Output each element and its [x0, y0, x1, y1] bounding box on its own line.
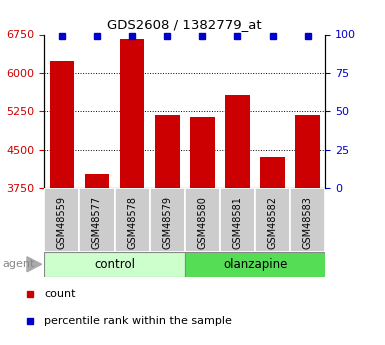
Bar: [185, 188, 220, 252]
Text: GSM48578: GSM48578: [127, 196, 137, 249]
Title: GDS2608 / 1382779_at: GDS2608 / 1382779_at: [107, 18, 262, 31]
Bar: [115, 188, 150, 252]
Text: GSM48559: GSM48559: [57, 196, 67, 249]
Text: olanzapine: olanzapine: [223, 258, 287, 271]
Text: GSM48580: GSM48580: [198, 196, 208, 248]
Text: control: control: [94, 258, 135, 271]
Bar: [79, 188, 115, 252]
Bar: [295, 115, 320, 345]
Bar: [185, 252, 325, 277]
Bar: [85, 174, 109, 345]
Text: GSM48577: GSM48577: [92, 196, 102, 249]
Text: agent: agent: [2, 259, 34, 269]
Text: percentile rank within the sample: percentile rank within the sample: [44, 316, 232, 326]
Bar: [120, 39, 144, 345]
Bar: [225, 95, 250, 345]
Bar: [155, 115, 179, 345]
Bar: [255, 188, 290, 252]
Text: count: count: [44, 289, 75, 299]
Bar: [44, 188, 79, 252]
Text: GSM48581: GSM48581: [233, 196, 243, 248]
Text: GSM48579: GSM48579: [162, 196, 172, 249]
Bar: [190, 117, 215, 345]
Polygon shape: [27, 257, 42, 272]
Text: GSM48582: GSM48582: [268, 196, 278, 249]
Bar: [150, 188, 185, 252]
Bar: [50, 61, 74, 345]
Bar: [260, 157, 285, 345]
Bar: [44, 252, 185, 277]
Bar: [290, 188, 325, 252]
Text: GSM48583: GSM48583: [303, 196, 313, 248]
Bar: [220, 188, 255, 252]
